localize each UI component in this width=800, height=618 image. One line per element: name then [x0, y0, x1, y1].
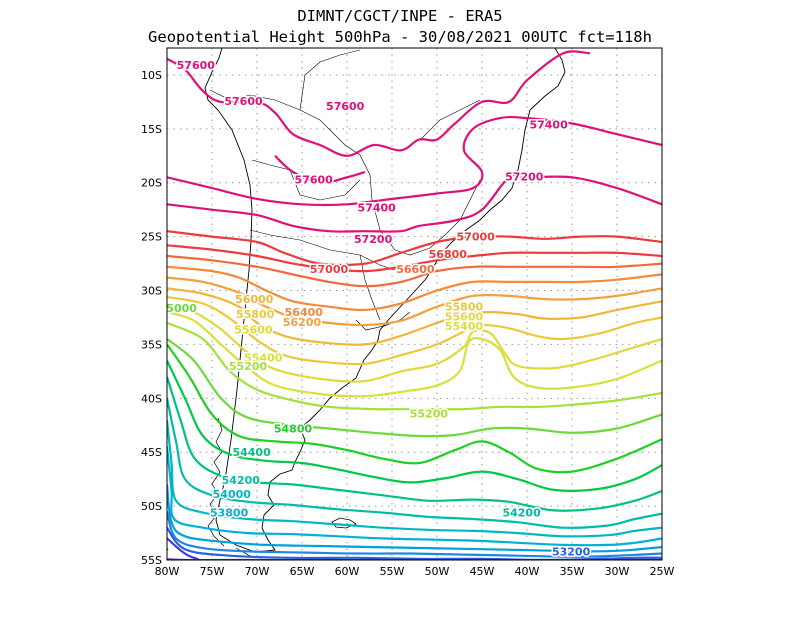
contour-label: 54200: [502, 507, 541, 520]
contour-label: 56000: [235, 293, 274, 306]
contour-lines: [167, 50, 662, 560]
contour-53800: [167, 446, 662, 547]
contour-label: 57600: [177, 59, 216, 72]
contour-57000: [167, 230, 662, 267]
y-tick-label: 25S: [141, 231, 162, 244]
contour-label: 57000: [457, 231, 496, 244]
contour-label: 54400: [232, 446, 271, 459]
y-tick-label: 20S: [141, 177, 162, 190]
contour-53400: [167, 511, 662, 558]
contour-label: 57000: [310, 263, 349, 276]
country-borders: [209, 49, 481, 321]
x-tick-label: 80W: [155, 565, 180, 578]
contour-label: 55400: [445, 320, 484, 333]
contour-53200: [167, 526, 662, 560]
contour-54400: [167, 376, 662, 512]
x-tick-label: 65W: [290, 565, 315, 578]
contour-55400: [167, 311, 662, 398]
contour-label: 53800: [210, 507, 249, 520]
grid-lines: [166, 48, 663, 561]
contour-54000: [167, 419, 662, 538]
contour-55600: [167, 303, 662, 383]
contour-56800: [167, 244, 662, 273]
contour-label: 57600: [224, 95, 263, 108]
chart-title: DIMNT/CGCT/INPE - ERA5: [297, 7, 502, 25]
contour-54600: [167, 360, 662, 492]
contour-55800: [167, 295, 662, 366]
contour-label: 57200: [354, 233, 393, 246]
y-tick-label: 10S: [141, 69, 162, 82]
y-tick-label: 45S: [141, 446, 162, 459]
x-tick-label: 45W: [470, 565, 495, 578]
contour-label: 54200: [222, 474, 261, 487]
contour-56000: [167, 287, 662, 346]
contour-55000: [167, 338, 662, 438]
contour-56400: [167, 265, 662, 312]
falkland-islands: [331, 517, 357, 529]
chart-subtitle: Geopotential Height 500hPa - 30/08/2021 …: [148, 28, 652, 46]
contour-57400: [167, 115, 662, 207]
contour-57600: [167, 50, 591, 157]
contour-54800: [167, 343, 662, 474]
contour-label: 56200: [283, 316, 322, 329]
contour-label: 53200: [552, 545, 591, 558]
contour-label: 55000: [159, 302, 198, 315]
contour-54200: [167, 398, 662, 529]
x-tick-label: 35W: [560, 565, 585, 578]
contour-label: 55600: [234, 323, 273, 336]
contour-labels: 57600 57600 57600 57600 57400 57400 57200 57200…: [159, 58, 592, 560]
contour-55200: [167, 321, 662, 411]
contour-57200: [167, 173, 662, 233]
axis-ticks: 80W 75W 70W 65W 60W 55W 50W 45W 40W 35W 30W 25W 10S 1…: [141, 69, 675, 578]
contour-label: 57600: [295, 174, 334, 187]
y-tick-label: 15S: [141, 123, 162, 136]
x-tick-label: 60W: [335, 565, 360, 578]
contour-label: 54800: [274, 422, 313, 435]
contour-label: 56800: [429, 248, 468, 261]
contour-label: 56600: [396, 263, 435, 276]
contour-label: 55200: [410, 407, 449, 420]
y-tick-label: 35S: [141, 338, 162, 351]
x-tick-label: 50W: [425, 565, 450, 578]
contour-label: 57400: [529, 119, 568, 132]
y-tick-label: 55S: [141, 554, 162, 567]
contour-label: 55800: [236, 308, 275, 321]
contour-53000: [167, 537, 662, 560]
contour-label: 55600: [445, 310, 484, 323]
y-tick-label: 40S: [141, 392, 162, 405]
contour-label: 57600: [326, 100, 365, 113]
x-tick-label: 30W: [605, 565, 630, 578]
y-tick-label: 50S: [141, 500, 162, 513]
contour-53600: [167, 484, 662, 553]
contour-label: 54000: [213, 488, 252, 501]
contour-56200: [167, 276, 662, 327]
contour-label: 57200: [505, 170, 544, 183]
x-tick-label: 40W: [515, 565, 540, 578]
contour-label: 57400: [358, 202, 397, 215]
contour-56600: [167, 254, 662, 288]
plot-frame: [166, 47, 663, 561]
rio-de-la-plata: [355, 311, 411, 331]
contour-label: 55800: [445, 301, 484, 314]
y-tick-label: 30S: [141, 285, 162, 298]
x-tick-label: 25W: [650, 565, 675, 578]
x-tick-label: 55W: [380, 565, 405, 578]
x-tick-label: 70W: [245, 565, 270, 578]
contour-label: 55400: [244, 351, 283, 364]
x-tick-label: 75W: [200, 565, 225, 578]
south-america-coastline: [204, 48, 566, 553]
contour-label: 55200: [229, 360, 268, 373]
contour-label: 56400: [285, 306, 324, 319]
contour-57600: [274, 154, 366, 184]
